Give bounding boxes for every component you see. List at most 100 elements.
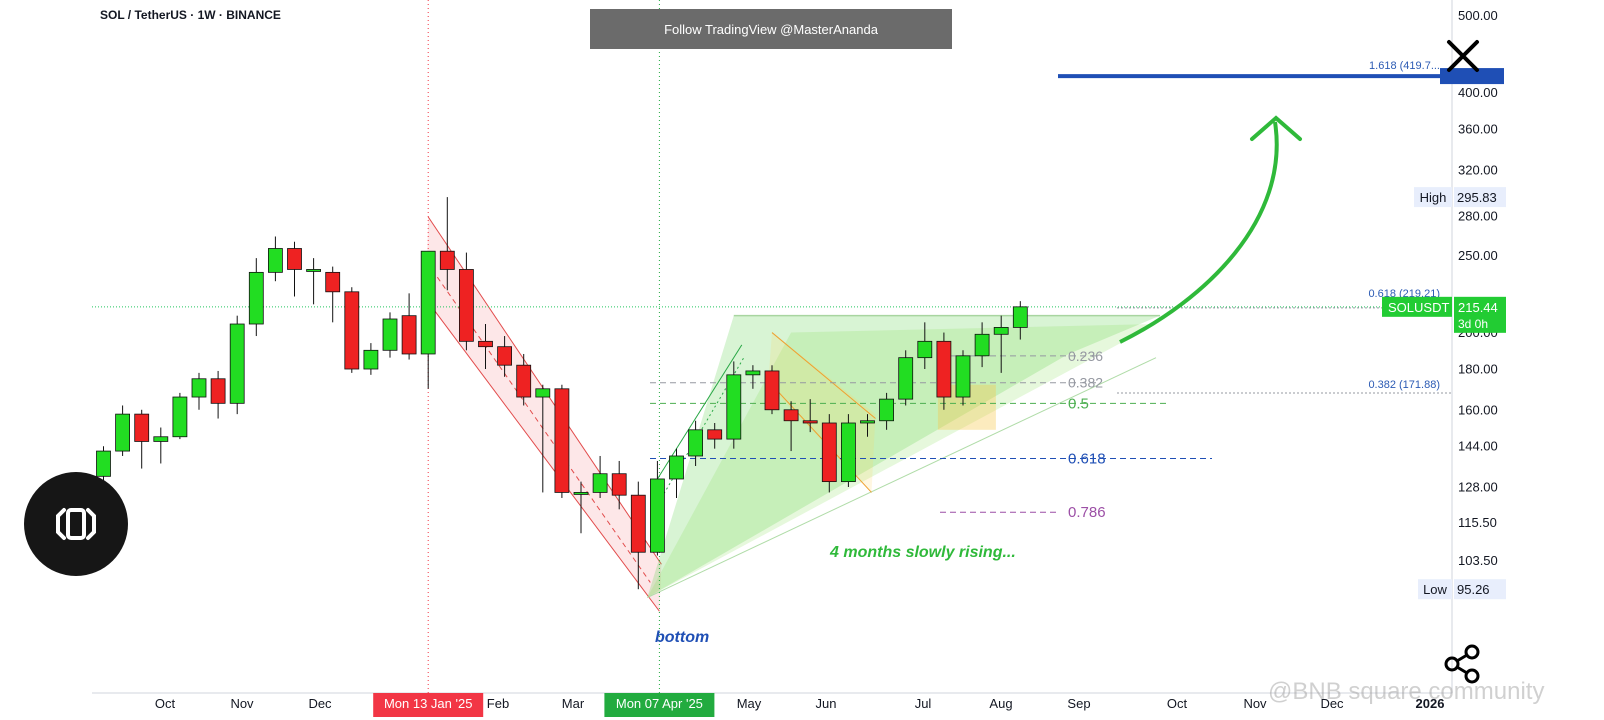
candle: [134, 409, 150, 469]
candle: [993, 315, 1009, 373]
candle-body: [783, 409, 799, 422]
candle: [974, 322, 990, 368]
candle-body: [726, 374, 742, 440]
descending-channel-fill: [426, 216, 662, 612]
candle-body: [554, 388, 570, 493]
fib-extension-tag: [1440, 68, 1504, 85]
candle: [458, 252, 474, 351]
candle-body: [210, 378, 226, 404]
symbol-title: SOL / TetherUS · 1W · BINANCE: [100, 8, 281, 22]
candle-body: [630, 494, 646, 553]
price-tick-label: 360.00: [1458, 122, 1498, 137]
time-tick-label: May: [737, 696, 762, 711]
candle-body: [248, 271, 264, 325]
close-icon: [1447, 40, 1479, 72]
time-tick-label: Sep: [1067, 696, 1090, 711]
fib-retracement-label: 0.236: [1068, 348, 1103, 364]
candle-body: [96, 450, 111, 477]
time-tick-label: Nov: [1243, 696, 1267, 711]
candle: [841, 414, 856, 487]
candle: [898, 350, 914, 406]
candle-body: [821, 422, 837, 483]
time-tick-label: Mar: [562, 696, 585, 711]
time-tick-label: Nov: [230, 696, 254, 711]
candle-body: [841, 422, 856, 483]
low-tag-label: Low: [1423, 582, 1447, 597]
fib-0618-upper-label: 0.618 (219.21): [1368, 288, 1440, 300]
time-tick-label: Jun: [816, 696, 837, 711]
candle-body: [134, 413, 150, 442]
time-tick-label: 2026: [1416, 696, 1445, 711]
candle-body: [764, 370, 780, 411]
candle-body: [439, 250, 455, 270]
candle-body: [344, 291, 360, 370]
candle-body: [363, 349, 379, 370]
price-tick-label: 180.00: [1458, 362, 1498, 377]
share-button[interactable]: [1444, 644, 1484, 684]
candle-body: [688, 429, 703, 457]
candle: [879, 392, 894, 430]
candle-body: [516, 364, 532, 398]
candle: [783, 401, 799, 452]
price-tick-label: 280.00: [1458, 209, 1498, 224]
candle-body: [707, 429, 723, 440]
candle-body: [860, 420, 875, 424]
date-highlight-bg: [604, 693, 715, 717]
candle: [936, 332, 952, 410]
candle: [401, 293, 417, 360]
candle: [592, 455, 608, 498]
date-highlight-label: Mon 13 Jan '25: [384, 696, 473, 711]
candle-body: [497, 346, 513, 366]
candle-body: [535, 388, 551, 398]
candle-body: [879, 398, 894, 422]
annotation-bottom: bottom: [655, 629, 709, 646]
candle-body: [1012, 306, 1028, 328]
candle: [420, 250, 436, 389]
fib-retracement-label: 0.382: [1068, 375, 1103, 391]
candle: [535, 384, 551, 493]
candle-body: [382, 318, 398, 351]
candle-body: [802, 420, 818, 424]
haptic-toggle-button[interactable]: [24, 472, 128, 576]
candle: [554, 384, 570, 498]
price-tick-label: 128.00: [1458, 479, 1498, 494]
candle-body: [458, 269, 474, 342]
candle: [650, 460, 665, 556]
follow-banner[interactable]: Follow TradingView @MasterAnanda: [590, 9, 952, 49]
last-price-bg: [1454, 296, 1506, 333]
symbol-tag-label: SOLUSDT: [1388, 300, 1449, 315]
low-tag-bg: [1418, 579, 1452, 600]
candle-body: [611, 473, 627, 496]
candle: [516, 353, 532, 406]
candle-body: [267, 248, 283, 273]
candle: [707, 422, 723, 449]
candle-body: [306, 269, 322, 272]
time-tick-label: Jul: [915, 696, 932, 711]
watermark-text: @BNB square community: [1268, 678, 1545, 705]
candle-body: [401, 315, 417, 355]
candle: [688, 420, 703, 467]
candle-body: [669, 455, 684, 480]
bar-countdown-label: 3d 0h: [1458, 317, 1488, 331]
date-highlight-bg: [373, 693, 484, 717]
share-icon: [1444, 644, 1480, 684]
close-button[interactable]: [1443, 36, 1483, 76]
time-tick-label: Oct: [1167, 696, 1188, 711]
projection-arrow-line: [1119, 121, 1279, 344]
candle: [669, 448, 684, 498]
high-value-bg: [1454, 187, 1506, 208]
vibrate-icon: [56, 508, 96, 540]
candle: [860, 414, 875, 437]
candle: [325, 266, 341, 323]
candle-body: [115, 413, 130, 452]
candle-body: [974, 333, 990, 357]
candle: [821, 414, 837, 493]
candle: [802, 399, 818, 433]
candle: [917, 322, 933, 370]
candle-body: [478, 340, 493, 348]
candle-body: [898, 357, 914, 400]
fib-0382-upper-label: 0.382 (171.88): [1368, 379, 1440, 391]
candle-body: [153, 436, 169, 442]
candle-body: [650, 478, 665, 553]
